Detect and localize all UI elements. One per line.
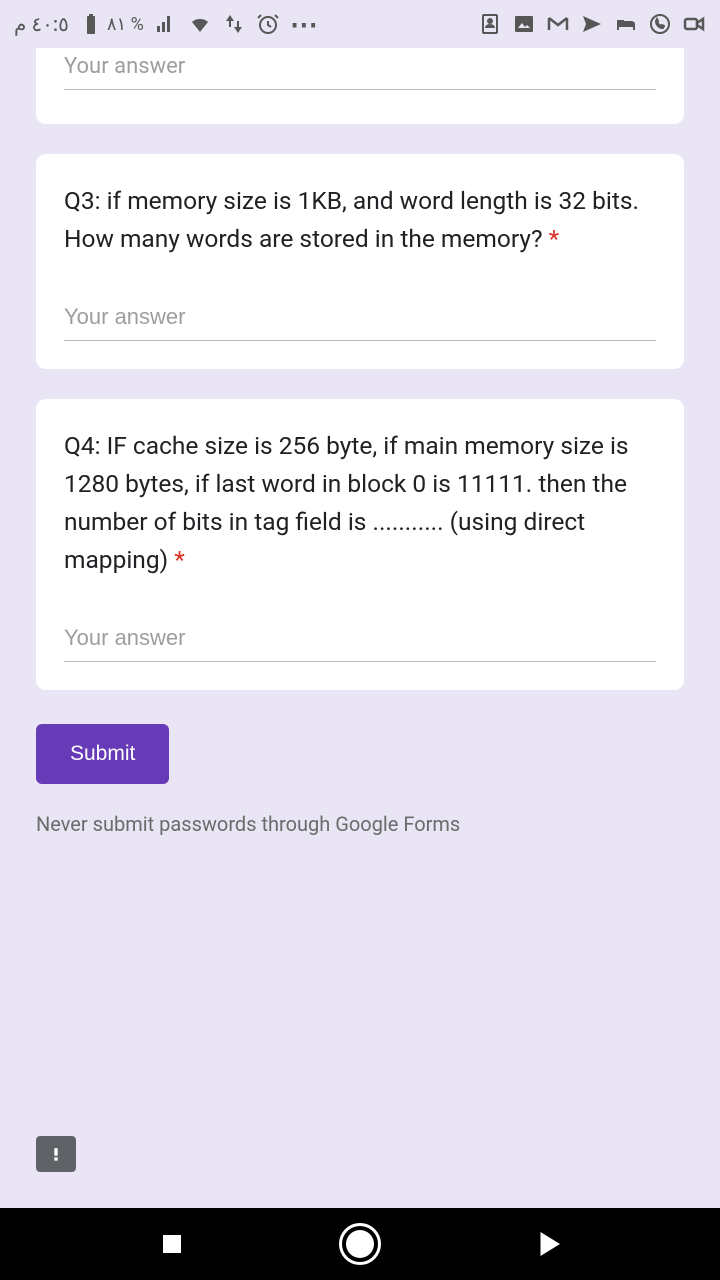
- nav-bar: [0, 1208, 720, 1280]
- battery-percent: ٨١ %: [107, 14, 144, 35]
- battery-icon: [79, 12, 103, 36]
- send-icon[interactable]: [580, 12, 604, 36]
- photos-icon[interactable]: [512, 12, 536, 36]
- question-card-q3: Q3: if memory size is 1KB, and word leng…: [36, 154, 684, 369]
- bed-icon[interactable]: [614, 12, 638, 36]
- question-card-q4: Q4: IF cache size is 256 byte, if main m…: [36, 399, 684, 690]
- nav-recent-icon[interactable]: [154, 1226, 190, 1262]
- gmail-icon[interactable]: [546, 12, 570, 36]
- status-left: ٤٠:٥ م ٨١ % ⋯: [14, 8, 320, 41]
- whatsapp-icon[interactable]: [648, 12, 672, 36]
- q4-label: Q4: IF cache size is 256 byte, if main m…: [64, 431, 629, 574]
- form-content: Your answer Q3: if memory size is 1KB, a…: [0, 48, 720, 836]
- wifi-icon: [188, 12, 212, 36]
- prev-answer-field[interactable]: Your answer: [64, 48, 656, 90]
- q4-text: Q4: IF cache size is 256 byte, if main m…: [64, 427, 656, 579]
- status-right: [478, 12, 706, 36]
- more-icon[interactable]: ⋯: [290, 8, 320, 41]
- feedback-badge[interactable]: [36, 1136, 76, 1172]
- video-icon[interactable]: [682, 12, 706, 36]
- alert-icon: [46, 1144, 66, 1164]
- previous-card-fragment: Your answer: [36, 48, 684, 124]
- required-marker: *: [549, 224, 560, 253]
- status-bar: ٤٠:٥ م ٨١ % ⋯: [0, 0, 720, 48]
- alarm-icon: [256, 12, 280, 36]
- q4-answer-input[interactable]: [64, 619, 656, 662]
- q3-answer-input[interactable]: [64, 298, 656, 341]
- signal-icon: [154, 12, 178, 36]
- updown-icon: [222, 12, 246, 36]
- battery-indicator: ٨١ %: [79, 12, 144, 36]
- nav-home-icon[interactable]: [339, 1223, 381, 1265]
- submit-button[interactable]: Submit: [36, 724, 169, 784]
- status-time: ٤٠:٥ م: [14, 12, 69, 36]
- q3-text: Q3: if memory size is 1KB, and word leng…: [64, 182, 656, 258]
- required-marker: *: [174, 545, 185, 574]
- password-warning: Never submit passwords through Google Fo…: [36, 812, 684, 836]
- nav-back-icon[interactable]: [530, 1226, 566, 1262]
- contacts-icon[interactable]: [478, 12, 502, 36]
